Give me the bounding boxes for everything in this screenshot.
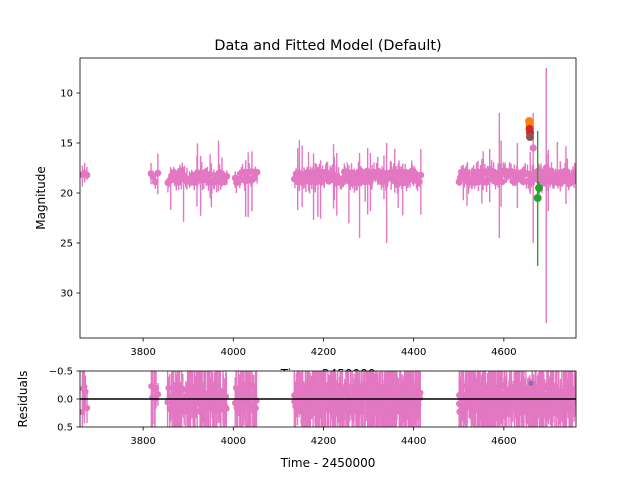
main-model-point [526,133,535,141]
residual-point [154,391,162,398]
main-data-point-outlier [355,179,364,187]
residual-point [573,392,576,399]
main-y-tick-label: 15 [60,139,73,150]
residuals-x-tick-label: 4000 [221,436,246,447]
residuals-x-tick-label: 4400 [401,436,426,447]
main-data-point-outlier [513,169,521,177]
main-model-point [533,194,542,202]
main-y-label: Magnitude [34,166,48,230]
main-data-point [223,172,231,180]
main-plot: Data and Fitted Model (Default) 10 15 20 25… [34,38,577,381]
main-data-point-outlier [542,164,550,172]
main-data-point [253,168,261,176]
main-marks [80,68,576,323]
main-data-point [573,177,576,184]
residuals-x-label: Time - 2450000 [280,456,376,470]
main-data-point [154,169,162,177]
residuals-x-tick-label: 3800 [130,436,155,447]
main-data-point [151,178,159,186]
residuals-y-label: Residuals [16,371,30,428]
residual-point [253,397,260,404]
residual-point [83,404,91,412]
main-data-point [572,171,576,179]
residual-model-point [528,380,534,386]
main-data-point-outlier [495,169,503,177]
main-y-tick-label: 10 [60,89,73,100]
main-data-point [483,178,490,186]
residual-point [417,389,424,397]
residuals-x-axis: 3800 4000 4200 4400 4600 [130,427,517,447]
main-y-axis: 10 15 20 25 30 [60,89,80,300]
residuals-y-tick-label: −0.5 [49,367,73,378]
main-model-point [535,184,544,192]
main-y-tick-label: 30 [60,289,73,300]
main-x-axis: 3800 4000 4200 4400 4600 [130,338,517,358]
residuals-axes-frame [79,370,577,428]
main-title: Data and Fitted Model (Default) [214,38,441,54]
residuals-plot: −0.5 0.0 0.5 3800 4000 4200 4400 4600 Residual… [16,367,577,470]
residual-point [572,387,576,395]
main-x-tick-label: 3800 [130,347,155,358]
residual-point [179,385,187,393]
main-x-tick-label: 4200 [311,347,336,358]
main-data-point [83,171,91,179]
main-x-tick-label: 4600 [491,347,516,358]
main-data-point-outlier [383,174,391,182]
main-y-tick-label: 25 [60,239,73,250]
residuals-x-tick-label: 4600 [491,436,516,447]
residuals-x-tick-label: 4200 [311,436,336,447]
main-data-point-outlier [529,144,537,152]
main-x-tick-label: 4000 [221,347,246,358]
main-y-tick-label: 20 [60,189,73,200]
main-data-point [415,178,423,186]
residuals-y-tick-label: 0.0 [57,395,73,406]
main-x-tick-label: 4400 [401,347,426,358]
residuals-marks [80,371,576,427]
residuals-y-axis: −0.5 0.0 0.5 [49,367,80,434]
residual-point [223,405,230,412]
residuals-y-tick-label: 0.5 [57,423,73,434]
main-data-point [250,174,258,182]
main-data-point [417,171,425,179]
main-axes-frame [79,57,577,339]
residual-point [252,404,259,412]
main-data-point [498,178,506,186]
residual-point [165,384,172,392]
